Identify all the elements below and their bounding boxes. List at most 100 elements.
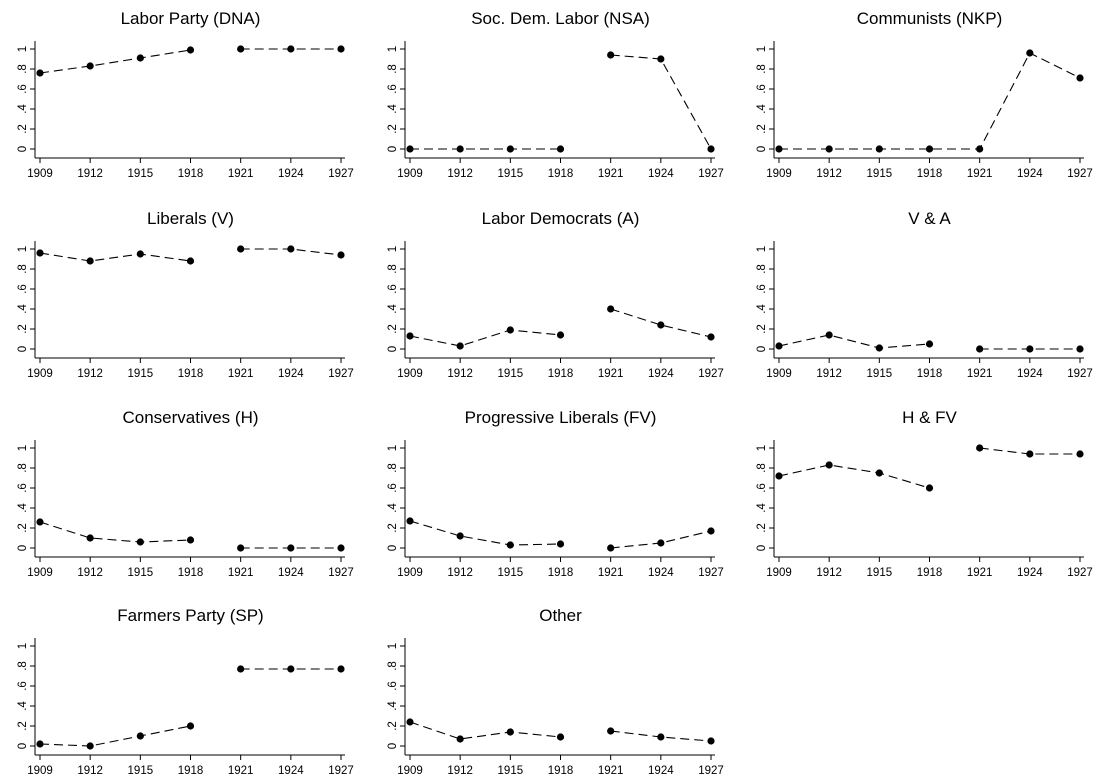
panel-9: H & FV 0 .2 .4 .6 .8 1 1909 1912 1915 1918 1921 1924… — [756, 408, 1093, 579]
x-tick-label: 1921 — [228, 368, 254, 380]
x-tick-label: 1918 — [548, 368, 574, 380]
x-tick-label: 1912 — [447, 567, 473, 579]
data-point — [36, 249, 44, 257]
data-point — [976, 444, 984, 452]
x-tick-label: 1909 — [766, 168, 792, 180]
x-tick-label: 1909 — [27, 765, 53, 776]
y-tick-label: .6 — [17, 284, 29, 294]
y-tick-label: .8 — [17, 64, 29, 74]
data-point — [36, 69, 44, 77]
y-tick-label: .2 — [17, 721, 29, 731]
x-tick-label: 1927 — [698, 765, 724, 776]
x-tick-label: 1921 — [228, 567, 254, 579]
x-tick-label: 1912 — [77, 168, 103, 180]
y-tick-label: .4 — [17, 104, 29, 114]
x-tick-label: 1921 — [967, 168, 993, 180]
y-tick-label: .4 — [756, 503, 768, 513]
panel-6: V & A 0 .2 .4 .6 .8 1 1909 1912 1915 1918 1921 1924 1… — [756, 209, 1093, 380]
data-point — [825, 145, 833, 153]
data-point — [456, 735, 464, 743]
data-point — [657, 539, 665, 547]
x-tick-label: 1918 — [548, 567, 574, 579]
data-point — [707, 527, 715, 535]
panel-2: Soc. Dem. Labor (NSA) 0 .2 .4 .6 .8 1 1909 1912 1… — [387, 9, 724, 180]
x-tick-label: 1921 — [598, 765, 624, 776]
x-tick-label: 1909 — [27, 368, 53, 380]
y-tick-label: 0 — [17, 146, 29, 152]
panel-11: Other 0 .2 .4 .6 .8 1 1909 1912 1915 1918 1921 1924 1… — [387, 606, 724, 777]
panel-1: Labor Party (DNA) 0 .2 .4 .6 .8 1 1909 1912 1915 1… — [17, 9, 354, 180]
data-point — [186, 46, 195, 54]
x-tick-label: 1915 — [128, 567, 154, 579]
data-point — [976, 145, 984, 153]
x-tick-label: 1924 — [278, 765, 304, 776]
y-tick-label: .4 — [387, 104, 399, 114]
series-line — [409, 721, 561, 740]
x-tick-label: 1915 — [867, 567, 893, 579]
y-tick-label: .4 — [756, 304, 768, 314]
data-point — [775, 342, 783, 350]
data-point — [237, 544, 245, 552]
x-tick-label: 1921 — [598, 567, 624, 579]
y-tick-label: .2 — [17, 124, 29, 134]
data-point — [1026, 345, 1034, 353]
x-tick-label: 1918 — [178, 765, 204, 776]
y-tick-label: .4 — [387, 701, 399, 711]
x-tick-label: 1921 — [598, 368, 624, 380]
data-point — [976, 345, 984, 353]
x-tick-label: 1924 — [278, 567, 304, 579]
data-point — [337, 251, 345, 259]
y-tick-label: .6 — [756, 84, 768, 94]
x-tick-label: 1912 — [816, 368, 842, 380]
y-tick-label: 1 — [756, 445, 768, 451]
y-tick-label: 1 — [17, 246, 29, 252]
data-point — [456, 342, 464, 350]
data-point — [456, 145, 464, 153]
data-point — [556, 540, 565, 548]
data-point — [925, 340, 934, 348]
data-point — [506, 541, 514, 549]
y-tick-label: 0 — [756, 146, 768, 152]
x-tick-label: 1909 — [397, 567, 423, 579]
data-point — [136, 732, 144, 740]
panel-title: Labor Party (DNA) — [121, 9, 261, 28]
data-point — [875, 469, 883, 477]
x-tick-label: 1915 — [498, 368, 524, 380]
x-tick-label: 1924 — [648, 168, 674, 180]
y-tick-label: .4 — [17, 701, 29, 711]
series-line — [39, 49, 191, 74]
data-point — [775, 472, 783, 480]
y-tick-label: .6 — [756, 284, 768, 294]
data-point — [337, 665, 345, 673]
x-tick-label: 1912 — [77, 765, 103, 776]
x-tick-label: 1912 — [447, 168, 473, 180]
data-point — [607, 727, 615, 735]
panel-4: Liberals (V) 0 .2 .4 .6 .8 1 1909 1912 1915 1918 19… — [17, 209, 354, 380]
data-point — [657, 733, 665, 741]
panel-title: Communists (NKP) — [857, 9, 1002, 28]
series-line — [610, 308, 712, 338]
data-point — [406, 718, 414, 726]
x-tick-label: 1921 — [967, 368, 993, 380]
data-point — [707, 737, 715, 745]
series-line — [409, 520, 561, 546]
panel-10: Farmers Party (SP) 0 .2 .4 .6 .8 1 1909 1912 1915… — [17, 606, 354, 777]
y-tick-label: .8 — [756, 463, 768, 473]
data-point — [875, 145, 883, 153]
x-tick-label: 1927 — [1067, 368, 1093, 380]
y-tick-label: 1 — [387, 643, 399, 649]
x-tick-label: 1912 — [816, 168, 842, 180]
data-point — [86, 62, 94, 70]
data-point — [186, 722, 195, 730]
x-tick-label: 1918 — [178, 567, 204, 579]
x-tick-label: 1915 — [867, 168, 893, 180]
y-tick-label: 0 — [17, 545, 29, 551]
x-tick-label: 1927 — [698, 368, 724, 380]
data-point — [657, 55, 665, 63]
x-tick-label: 1912 — [77, 567, 103, 579]
panel-3: Communists (NKP) 0 .2 .4 .6 .8 1 1909 1912 1915 19… — [756, 9, 1093, 180]
x-tick-label: 1909 — [397, 368, 423, 380]
x-tick-label: 1924 — [648, 765, 674, 776]
panel-title: Liberals (V) — [147, 209, 234, 228]
